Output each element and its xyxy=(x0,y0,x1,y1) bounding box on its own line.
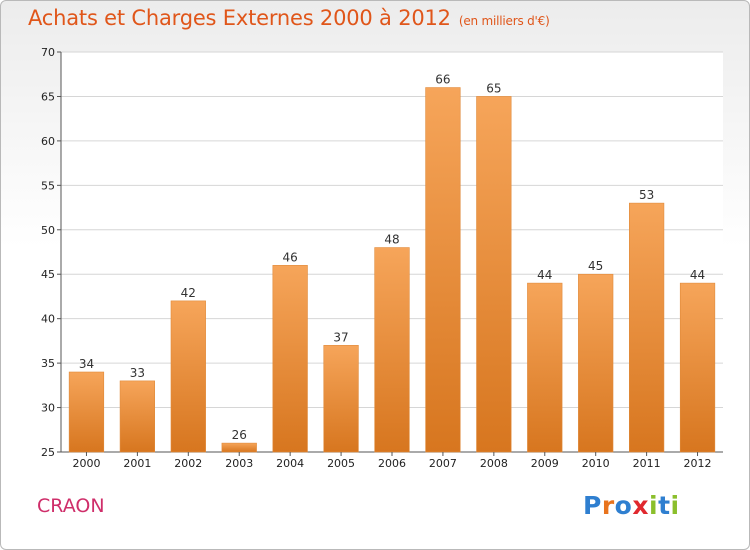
y-tick-label: 55 xyxy=(41,179,55,192)
y-tick-label: 60 xyxy=(41,135,55,148)
chart-subtitle: (en milliers d'€) xyxy=(458,14,550,28)
bar-2002 xyxy=(170,300,206,453)
x-tick-label-2005: 2005 xyxy=(327,457,355,470)
x-tick-label-2008: 2008 xyxy=(480,457,508,470)
bar-2010 xyxy=(578,273,614,453)
bar-2007 xyxy=(425,87,461,453)
x-tick-label-2000: 2000 xyxy=(72,457,100,470)
y-tick-label: 50 xyxy=(41,224,55,237)
logo-letter: P xyxy=(583,491,602,520)
chart-title: Achats et Charges Externes 2000 à 2012 (e… xyxy=(28,6,550,30)
value-label-2003: 26 xyxy=(232,428,247,442)
value-label-2012: 44 xyxy=(690,268,705,282)
value-label-2006: 48 xyxy=(384,233,399,247)
x-tick-label-2001: 2001 xyxy=(123,457,151,470)
value-label-2001: 33 xyxy=(130,366,145,380)
y-tick-label: 30 xyxy=(41,402,55,415)
x-tick-label-2010: 2010 xyxy=(582,457,610,470)
logo-letter: o xyxy=(614,491,633,520)
value-label-2004: 46 xyxy=(283,250,298,264)
value-label-2011: 53 xyxy=(639,188,654,202)
proxiti-logo[interactable]: Proxiti xyxy=(583,491,680,520)
bar-2009 xyxy=(527,282,563,453)
bar-2006 xyxy=(374,247,410,453)
value-label-2005: 37 xyxy=(333,330,348,344)
value-label-2000: 34 xyxy=(79,357,94,371)
bar-2001 xyxy=(119,380,155,453)
bar-2011 xyxy=(629,202,665,453)
bar-2005 xyxy=(323,345,359,453)
logo-letter: i xyxy=(649,491,659,520)
bar-2008 xyxy=(476,96,512,453)
x-tick-label-2003: 2003 xyxy=(225,457,253,470)
y-tick-label: 35 xyxy=(41,357,55,370)
value-label-2010: 45 xyxy=(588,259,603,273)
logo-letter: t xyxy=(658,491,671,520)
y-tick-label: 40 xyxy=(41,313,55,326)
logo-letter: i xyxy=(670,491,680,520)
bar-2000 xyxy=(68,371,105,453)
x-tick-label-2009: 2009 xyxy=(531,457,559,470)
x-tick-label-2011: 2011 xyxy=(633,457,661,470)
logo-letter: x xyxy=(632,491,649,520)
x-tick-label-2004: 2004 xyxy=(276,457,304,470)
x-tick-label-2002: 2002 xyxy=(174,457,202,470)
value-label-2009: 44 xyxy=(537,268,552,282)
bar-2012 xyxy=(679,282,716,453)
x-tick-label-2007: 2007 xyxy=(429,457,457,470)
title-text: Achats et Charges Externes 2000 à 2012 xyxy=(28,6,451,30)
y-tick-label: 65 xyxy=(41,90,55,103)
bar-2003 xyxy=(221,442,257,453)
bar-2004 xyxy=(272,265,308,453)
value-label-2007: 66 xyxy=(435,73,450,87)
value-label-2002: 42 xyxy=(181,286,196,300)
y-tick-label: 25 xyxy=(41,446,55,459)
y-tick-label: 45 xyxy=(41,268,55,281)
logo-letter: r xyxy=(601,491,615,520)
x-tick-label-2012: 2012 xyxy=(684,457,712,470)
value-label-2008: 65 xyxy=(486,81,501,95)
commune-name: CRAON xyxy=(37,495,105,517)
y-tick-label: 70 xyxy=(41,46,55,59)
x-tick-label-2006: 2006 xyxy=(378,457,406,470)
